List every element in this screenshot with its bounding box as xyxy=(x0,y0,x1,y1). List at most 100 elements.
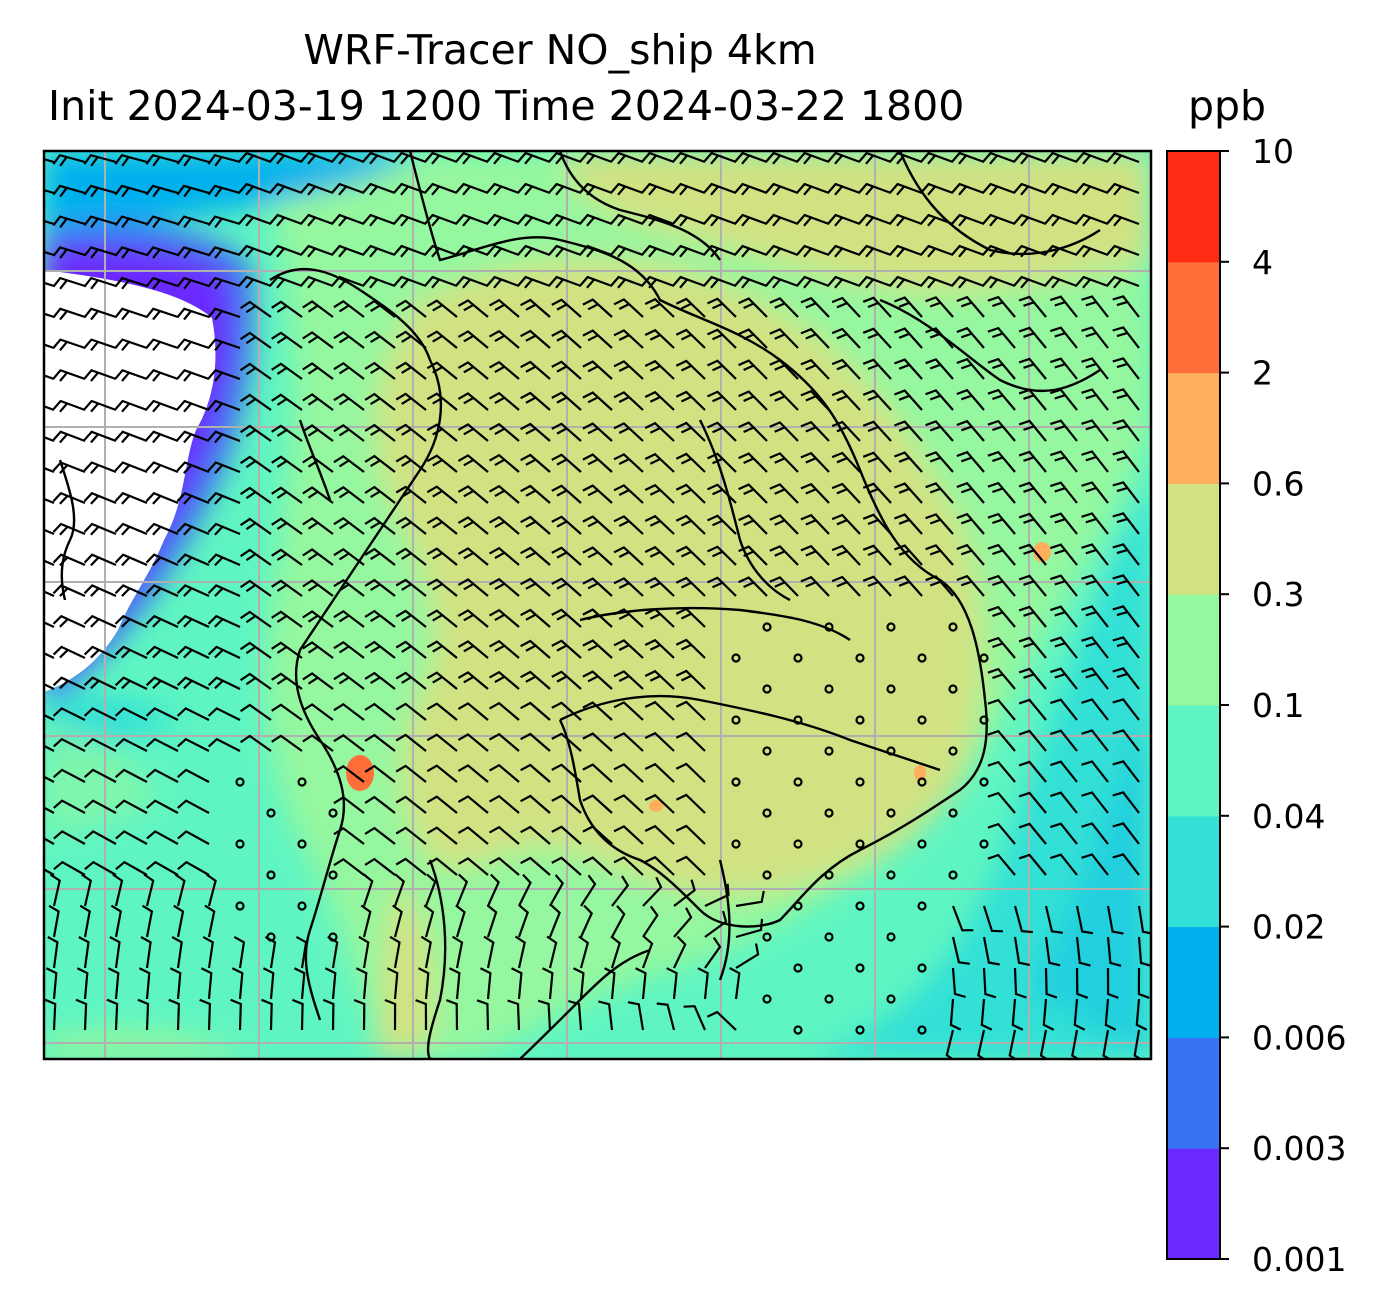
wind-barb xyxy=(644,297,675,318)
wind-barb xyxy=(551,298,582,318)
wind-barb xyxy=(644,731,675,752)
wind-barb xyxy=(956,295,985,318)
wind-barb xyxy=(1049,605,1078,628)
wind-barb xyxy=(1081,326,1109,349)
wind-barb xyxy=(987,605,1016,628)
wind-barb xyxy=(707,328,737,349)
wind-barb xyxy=(548,275,582,289)
wind-barb xyxy=(641,935,654,969)
wind-barb xyxy=(644,452,675,473)
wind-barb xyxy=(44,374,55,381)
wind-barb xyxy=(395,454,427,473)
wind-barb xyxy=(364,671,396,690)
wind-barb xyxy=(83,215,117,229)
wind-barb xyxy=(987,419,1016,442)
wind-barb xyxy=(858,182,892,196)
wind-barb xyxy=(1081,419,1109,442)
wind-barb xyxy=(987,357,1016,380)
wind-barb xyxy=(613,670,644,690)
wind-barb xyxy=(426,361,458,380)
wind-barb xyxy=(457,795,489,814)
wind-barb xyxy=(925,389,954,411)
wind-barb xyxy=(613,825,644,845)
wind-barb xyxy=(800,389,830,411)
wind-barb xyxy=(302,548,334,566)
wind-barb xyxy=(738,452,768,473)
wind-barb xyxy=(644,638,675,659)
wind-barb xyxy=(271,672,303,690)
wind-barb xyxy=(610,182,644,196)
wind-barb xyxy=(83,707,117,721)
wind-barb xyxy=(114,215,148,229)
wind-barb xyxy=(488,298,520,318)
wind-barb xyxy=(423,904,435,938)
wind-barb xyxy=(951,967,966,999)
wind-barb xyxy=(604,967,616,1000)
calm-wind-marker xyxy=(886,622,896,632)
wind-barb xyxy=(800,327,830,349)
wind-barb xyxy=(1013,244,1047,258)
wind-barb xyxy=(44,436,55,443)
wind-barb xyxy=(114,369,148,382)
calm-wind-marker xyxy=(266,808,276,818)
wind-barb xyxy=(302,734,334,752)
wind-barb xyxy=(114,430,148,444)
wind-barb xyxy=(551,732,582,752)
wind-barb xyxy=(800,358,830,380)
wind-barb xyxy=(982,275,1016,289)
wind-barb xyxy=(707,359,737,380)
wind-barb xyxy=(644,855,675,876)
wind-barb xyxy=(1013,213,1047,227)
wind-barb xyxy=(1106,244,1140,258)
wind-barb xyxy=(582,763,613,783)
wind-barb xyxy=(176,369,210,382)
wind-barb xyxy=(269,213,303,227)
wind-barb xyxy=(457,299,489,318)
wind-barb xyxy=(644,762,675,783)
wind-barb xyxy=(426,640,458,659)
wind-barb xyxy=(395,392,427,411)
calm-wind-marker xyxy=(235,777,245,787)
wind-barb xyxy=(141,904,154,938)
wind-barb xyxy=(982,213,1016,227)
wind-barb xyxy=(1013,151,1047,165)
colorbar-tick-label: 0.02 xyxy=(1252,908,1325,947)
calm-wind-marker xyxy=(793,777,803,787)
wind-barb xyxy=(114,491,148,505)
wind-barb xyxy=(683,1005,707,1031)
wind-barb xyxy=(546,935,558,969)
wind-barb xyxy=(455,213,489,227)
wind-barb xyxy=(644,390,675,411)
wind-barb xyxy=(520,329,551,349)
wind-barb xyxy=(207,215,241,229)
wind-barb xyxy=(520,825,551,845)
wind-barb xyxy=(488,794,520,814)
wind-barb xyxy=(239,362,272,380)
wind-barb xyxy=(426,578,458,597)
wind-barb xyxy=(1018,295,1047,318)
wind-barb xyxy=(239,300,272,318)
wind-barb xyxy=(81,873,93,907)
wind-barb xyxy=(271,579,303,597)
wind-barb xyxy=(656,1002,676,1031)
wind-barb xyxy=(395,826,427,845)
wind-barb xyxy=(1081,295,1109,318)
wind-barb xyxy=(582,484,613,504)
wind-barb xyxy=(177,860,210,876)
wind-barb xyxy=(925,544,954,566)
wind-barb xyxy=(302,579,334,597)
wind-barb xyxy=(551,546,582,566)
wind-barb xyxy=(1075,213,1109,227)
wind-barb xyxy=(987,698,1016,721)
wind-barb xyxy=(582,329,613,349)
wind-barb xyxy=(426,857,458,876)
wind-barb xyxy=(291,998,304,1031)
calm-wind-marker xyxy=(731,715,741,725)
wind-barb xyxy=(889,182,923,196)
wind-barb xyxy=(426,454,458,473)
wind-barb xyxy=(987,388,1016,411)
wind-barb xyxy=(1071,1029,1081,1059)
wind-barb xyxy=(146,830,179,845)
wind-barb xyxy=(1013,967,1027,999)
wind-barb xyxy=(1081,450,1109,473)
